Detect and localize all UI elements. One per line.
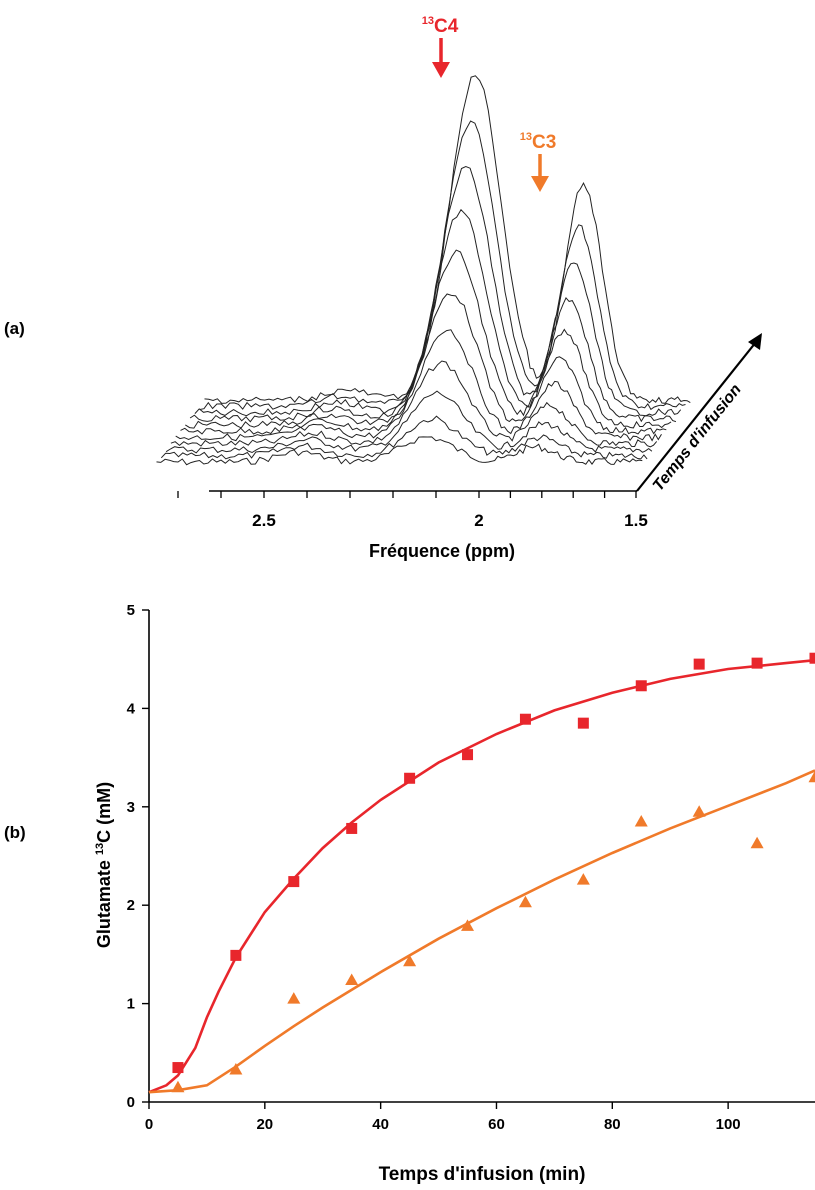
data-point-triangle bbox=[518, 895, 532, 908]
spectrum-trace bbox=[156, 436, 643, 466]
data-point-square bbox=[404, 772, 416, 784]
kinetics-fit-curves bbox=[148, 658, 815, 1094]
x-tick-label: 20 bbox=[256, 1116, 273, 1133]
spectrum-trace bbox=[170, 360, 658, 448]
frequency-axis-title: Fréquence (ppm) bbox=[369, 541, 515, 561]
data-point-square bbox=[809, 652, 815, 664]
x-tick-label: 0 bbox=[145, 1116, 153, 1133]
data-point-triangle bbox=[403, 954, 417, 967]
x-axis-title: Temps d'infusion (min) bbox=[379, 1164, 586, 1185]
frequency-tick-2: 2 bbox=[474, 511, 483, 530]
data-point-triangle bbox=[576, 873, 590, 885]
data-point-square bbox=[346, 822, 358, 834]
spectrum-trace bbox=[199, 120, 686, 411]
x-tick-label: 60 bbox=[488, 1116, 505, 1133]
y-tick-label: 4 bbox=[127, 700, 136, 717]
y-axis-title-suffix: C (mM) bbox=[94, 782, 114, 843]
data-point-triangle bbox=[229, 1063, 243, 1075]
data-point-square bbox=[519, 713, 531, 725]
spectrum-trace bbox=[175, 329, 662, 442]
time-axis-arrow bbox=[636, 333, 762, 492]
spectrum-trace bbox=[160, 415, 648, 460]
panel-a-label: (a) bbox=[4, 319, 25, 338]
spectrum-trace bbox=[180, 293, 667, 435]
spectra-stack bbox=[156, 75, 691, 466]
x-tick-label: 40 bbox=[372, 1116, 389, 1133]
peak-c4-annotation: 13C4 bbox=[422, 15, 459, 78]
data-point-triangle bbox=[750, 836, 764, 849]
data-point-square bbox=[288, 876, 300, 888]
fit-curve-triangle bbox=[148, 769, 815, 1094]
data-point-triangle bbox=[461, 919, 475, 931]
data-point-triangle bbox=[692, 805, 706, 817]
data-point-square bbox=[751, 657, 763, 669]
data-point-square bbox=[577, 717, 589, 729]
peak-c3-sup: 13 bbox=[520, 131, 532, 143]
y-tick-label: 2 bbox=[127, 897, 135, 914]
x-tick-label: 100 bbox=[716, 1116, 741, 1133]
y-axis-title: Glutamate 13C (mM) bbox=[94, 782, 114, 948]
panel-b-label: (b) bbox=[4, 823, 26, 842]
frequency-tick-2-5: 2.5 bbox=[252, 511, 276, 530]
svg-text:13C4: 13C4 bbox=[422, 15, 459, 37]
y-tick-label: 0 bbox=[127, 1094, 135, 1111]
peak-c4-text: C4 bbox=[434, 16, 459, 37]
spectrum-trace bbox=[165, 390, 653, 454]
spectrum-trace bbox=[185, 249, 672, 429]
data-point-square bbox=[230, 949, 242, 961]
data-point-triangle bbox=[345, 973, 359, 985]
spectrum-trace bbox=[204, 75, 691, 404]
y-tick-label: 5 bbox=[127, 602, 135, 619]
data-point-square bbox=[172, 1062, 184, 1074]
peak-c3-arrow-head bbox=[531, 176, 549, 192]
data-point-square bbox=[693, 658, 705, 670]
spectrum-trace bbox=[194, 165, 682, 417]
time-axis-label: Temps d'infusion bbox=[650, 381, 745, 494]
kinetics-data-points bbox=[171, 652, 815, 1093]
frequency-axis-ticks bbox=[177, 491, 637, 498]
svg-text:13C3: 13C3 bbox=[520, 131, 557, 153]
data-point-triangle bbox=[808, 770, 815, 783]
fit-curve-square bbox=[148, 658, 815, 1094]
y-tick-label: 1 bbox=[127, 996, 135, 1013]
y-tick-label: 3 bbox=[127, 799, 135, 816]
frequency-axis: 2.5 2 1.5 bbox=[177, 490, 648, 530]
data-point-triangle bbox=[287, 992, 301, 1004]
peak-c3-text: C3 bbox=[532, 132, 556, 153]
data-point-triangle bbox=[171, 1080, 185, 1093]
data-point-triangle bbox=[634, 815, 648, 827]
peak-c4-arrow-head bbox=[432, 62, 450, 78]
kinetics-axes: 0 20 40 60 80 100 0 1 2 3 4 5 bbox=[127, 602, 815, 1133]
frequency-tick-1-5: 1.5 bbox=[624, 511, 648, 530]
y-axis-title-sup: 13 bbox=[94, 843, 106, 855]
data-point-square bbox=[462, 749, 474, 761]
x-tick-label: 80 bbox=[604, 1116, 621, 1133]
peak-c4-sup: 13 bbox=[422, 15, 434, 27]
y-axis-title-prefix: Glutamate bbox=[94, 855, 114, 948]
data-point-square bbox=[635, 680, 647, 692]
peak-c3-annotation: 13C3 bbox=[520, 131, 557, 192]
spectrum-trace bbox=[189, 208, 677, 423]
